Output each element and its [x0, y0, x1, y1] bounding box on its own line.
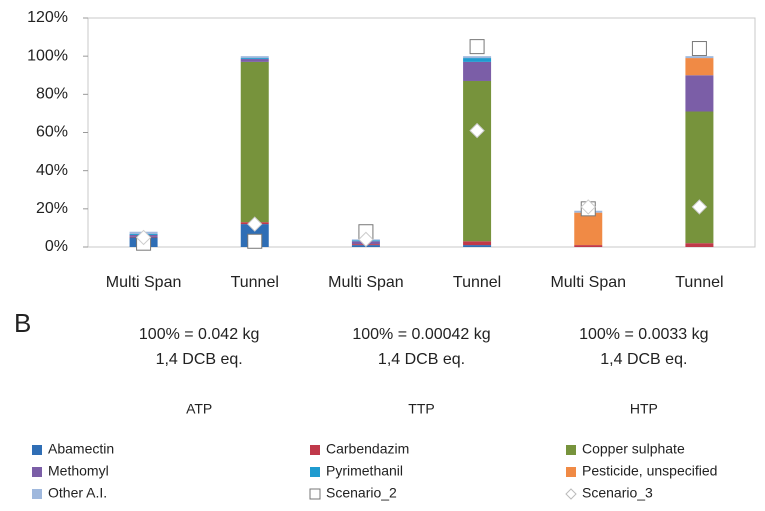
- scenario-marker: [580, 199, 596, 215]
- y-tick-label: 60%: [36, 124, 68, 141]
- scenario-marker: [247, 216, 263, 232]
- legend-swatch: [32, 445, 42, 455]
- scenario-marker: [135, 229, 152, 246]
- x-tick-label: Multi Span: [328, 274, 404, 291]
- bar-segment: [574, 245, 603, 247]
- legend-swatch: [565, 488, 577, 500]
- group-note: 100% = 0.0033 kg: [579, 326, 708, 343]
- y-tick-label: 40%: [36, 162, 68, 179]
- bar-segment: [685, 56, 714, 59]
- legend-swatch: [566, 467, 576, 477]
- group-label: TTP: [408, 401, 434, 417]
- group-label: ATP: [186, 401, 212, 417]
- y-tick-label: 120%: [27, 9, 68, 26]
- legend-swatch: [309, 488, 321, 500]
- legend-swatch: [310, 467, 320, 477]
- scenario-marker: [469, 39, 485, 55]
- x-tick-label: Tunnel: [231, 274, 279, 291]
- legend-label: Abamectin: [48, 441, 114, 457]
- legend-label: Methomyl: [48, 463, 109, 479]
- y-tick-label: 0%: [45, 238, 68, 255]
- bar-segment: [463, 58, 492, 62]
- plot-frame: [87, 17, 756, 248]
- scenario-marker: [691, 199, 708, 215]
- bar-segment: [574, 212, 603, 246]
- bar-segment: [240, 58, 269, 60]
- group-note: 1,4 DCB eq.: [378, 351, 465, 368]
- bar-segment: [463, 56, 492, 59]
- bar-segment: [463, 241, 492, 246]
- scenario-marker: [247, 233, 263, 249]
- legend-swatch: [32, 467, 42, 477]
- group-note: 1,4 DCB eq.: [156, 351, 243, 368]
- group-note: 100% = 0.042 kg: [139, 326, 260, 343]
- bar-segment: [685, 75, 714, 112]
- legend-label: Other A.I.: [48, 485, 107, 501]
- bar-segment: [685, 58, 714, 76]
- bar-segment: [463, 245, 492, 247]
- bar-segment: [240, 61, 269, 223]
- legend-label: Scenario_2: [326, 485, 397, 501]
- legend-label: Pesticide, unspecified: [582, 463, 717, 479]
- group-label: HTP: [630, 401, 658, 417]
- legend-swatch: [566, 445, 576, 455]
- legend-label: Carbendazim: [326, 441, 409, 457]
- x-tick-label: Tunnel: [453, 274, 501, 291]
- panel-label: B: [14, 308, 31, 338]
- scenario-marker: [358, 231, 374, 248]
- legend-label: Copper sulphate: [582, 441, 685, 457]
- y-tick-label: 100%: [27, 47, 68, 64]
- x-tick-label: Tunnel: [675, 274, 723, 291]
- x-tick-label: Multi Span: [106, 274, 182, 291]
- legend-swatch: [32, 489, 42, 499]
- group-note: 1,4 DCB eq.: [600, 351, 687, 368]
- scenario-marker: [691, 41, 707, 57]
- legend-label: Scenario_3: [582, 485, 653, 501]
- bar-segment: [463, 80, 492, 242]
- y-tick-label: 80%: [36, 86, 68, 103]
- y-tick-label: 20%: [36, 200, 68, 217]
- scenario-marker: [469, 122, 485, 139]
- group-note: 100% = 0.00042 kg: [352, 326, 490, 343]
- bar-segment: [463, 61, 492, 81]
- bar-segment: [685, 111, 714, 244]
- bar-segment: [240, 56, 269, 59]
- legend-swatch: [310, 445, 320, 455]
- legend-label: Pyrimethanil: [326, 463, 403, 479]
- bar-segment: [240, 59, 269, 62]
- x-tick-label: Multi Span: [550, 274, 626, 291]
- bar-segment: [685, 243, 714, 247]
